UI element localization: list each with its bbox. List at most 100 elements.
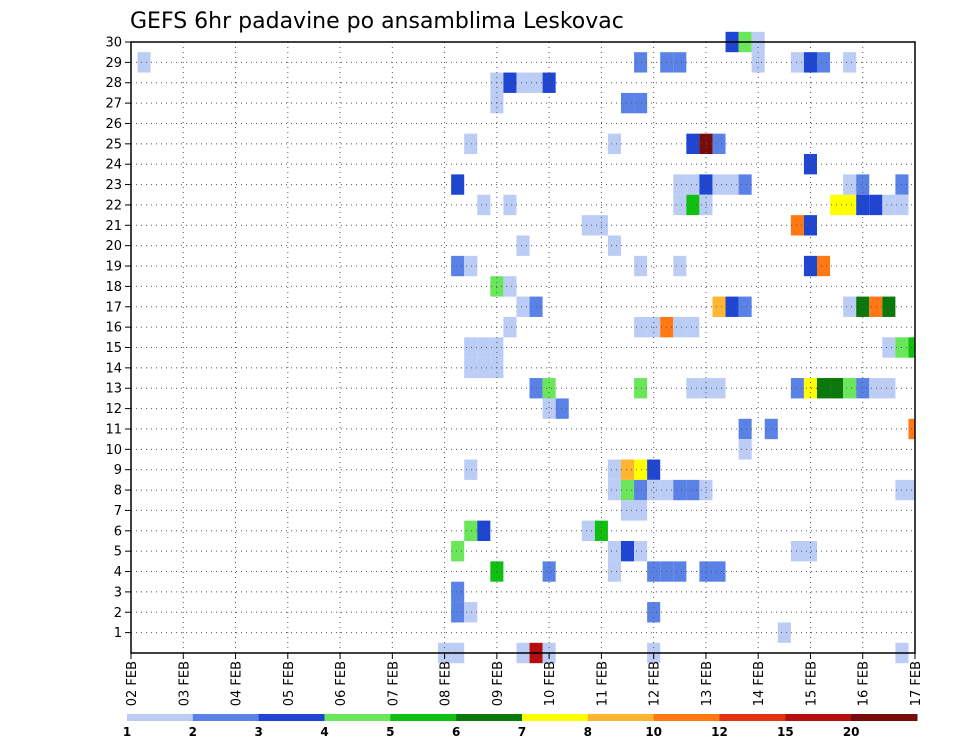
legend-label: 2 <box>189 725 197 739</box>
precip-cell <box>712 133 726 155</box>
x-tick-label: 09 FEB <box>491 661 506 706</box>
legend-swatch <box>653 714 720 721</box>
legend-label: 4 <box>320 725 328 739</box>
precip-cell <box>516 296 530 317</box>
precip-cell <box>464 459 478 480</box>
y-tick-label: 18 <box>105 280 122 295</box>
precip-cell <box>790 215 804 236</box>
axis-layer: 1234567891011121314151617181920212223242… <box>105 36 924 707</box>
legend-swatch <box>522 714 589 721</box>
precip-cell <box>673 194 687 216</box>
legend-swatch <box>258 714 325 721</box>
precip-cell <box>634 316 648 338</box>
y-tick-label: 13 <box>105 382 122 397</box>
precip-cell <box>738 174 752 195</box>
precip-cell <box>464 133 478 155</box>
cells-layer <box>137 31 915 664</box>
precip-cell <box>607 479 621 501</box>
y-tick-label: 3 <box>114 585 122 600</box>
precip-cell <box>843 194 857 216</box>
precip-cell <box>712 561 726 582</box>
precip-cell <box>699 561 713 582</box>
precip-cell <box>503 194 517 216</box>
y-tick-label: 26 <box>105 117 122 132</box>
precip-cell <box>738 296 752 317</box>
precip-cell <box>856 378 870 399</box>
legend-label: 20 <box>843 725 860 739</box>
y-tick-label: 4 <box>114 565 122 580</box>
y-tick-label: 2 <box>114 606 122 621</box>
precip-cell <box>803 154 817 175</box>
precip-cell <box>607 235 621 256</box>
precip-cell <box>803 255 817 277</box>
precip-cell <box>647 459 661 480</box>
y-tick-label: 1 <box>114 626 122 641</box>
precip-cell <box>464 337 478 358</box>
precip-cell <box>503 276 517 297</box>
precip-cell <box>738 418 752 440</box>
y-tick-label: 27 <box>105 97 122 112</box>
precip-cell <box>542 398 556 419</box>
precip-cell <box>843 52 857 73</box>
precip-cell <box>673 561 687 582</box>
precip-cell <box>843 378 857 399</box>
precip-cell <box>464 520 478 541</box>
precip-cell <box>686 378 700 399</box>
x-tick-label: 12 FEB <box>648 661 663 706</box>
precip-cell <box>803 215 817 236</box>
y-tick-label: 22 <box>105 198 122 213</box>
legend-label: 15 <box>777 725 794 739</box>
precip-cell <box>869 378 883 399</box>
precip-cell <box>699 133 713 155</box>
y-tick-label: 11 <box>105 422 122 437</box>
precip-cell <box>856 194 870 216</box>
y-tick-label: 8 <box>114 484 122 499</box>
precip-cell <box>516 235 530 256</box>
precip-cell <box>686 194 700 216</box>
precip-cell <box>542 561 556 582</box>
precip-cell <box>621 92 635 114</box>
precip-cell <box>673 174 687 195</box>
precip-cell <box>712 378 726 399</box>
y-tick-label: 5 <box>114 545 122 560</box>
x-tick-label: 16 FEB <box>857 661 872 706</box>
legend-swatch <box>456 714 523 721</box>
precip-cell <box>634 92 648 114</box>
legend-label: 12 <box>711 725 728 739</box>
precip-cell <box>712 174 726 195</box>
legend-label: 6 <box>452 725 460 739</box>
legend-label: 10 <box>645 725 662 739</box>
y-tick-label: 29 <box>105 56 122 71</box>
legend-swatch <box>192 714 260 721</box>
x-tick-label: 04 FEB <box>230 661 245 706</box>
legend-swatch <box>587 714 655 721</box>
precip-cell <box>803 378 817 399</box>
precip-cell <box>686 174 700 195</box>
precip-cell <box>581 520 595 541</box>
x-tick-label: 06 FEB <box>334 661 349 706</box>
x-tick-label: 17 FEB <box>909 661 924 706</box>
grid-layer <box>131 42 915 653</box>
x-tick-label: 08 FEB <box>439 661 454 706</box>
legend-swatch <box>851 714 918 721</box>
precip-cell <box>503 72 517 93</box>
precip-cell <box>738 439 752 460</box>
y-tick-label: 20 <box>105 239 122 254</box>
legend-swatch <box>785 714 852 721</box>
precip-cell <box>777 622 791 643</box>
y-tick-label: 9 <box>114 463 122 478</box>
legend-swatch <box>127 714 194 721</box>
x-tick-label: 11 FEB <box>595 661 610 706</box>
precip-cell <box>621 540 635 562</box>
precip-cell <box>699 194 713 216</box>
color-legend: 1 2 3 4 5 6 7 8 10 12 15 20 <box>123 714 918 739</box>
precip-cell <box>817 255 831 277</box>
precip-cell <box>869 194 883 216</box>
x-tick-label: 07 FEB <box>386 661 401 706</box>
precip-cell <box>477 337 491 358</box>
precip-cell <box>581 215 595 236</box>
precip-cell <box>451 540 465 562</box>
precip-cell <box>607 540 621 562</box>
legend-swatch <box>390 714 457 721</box>
